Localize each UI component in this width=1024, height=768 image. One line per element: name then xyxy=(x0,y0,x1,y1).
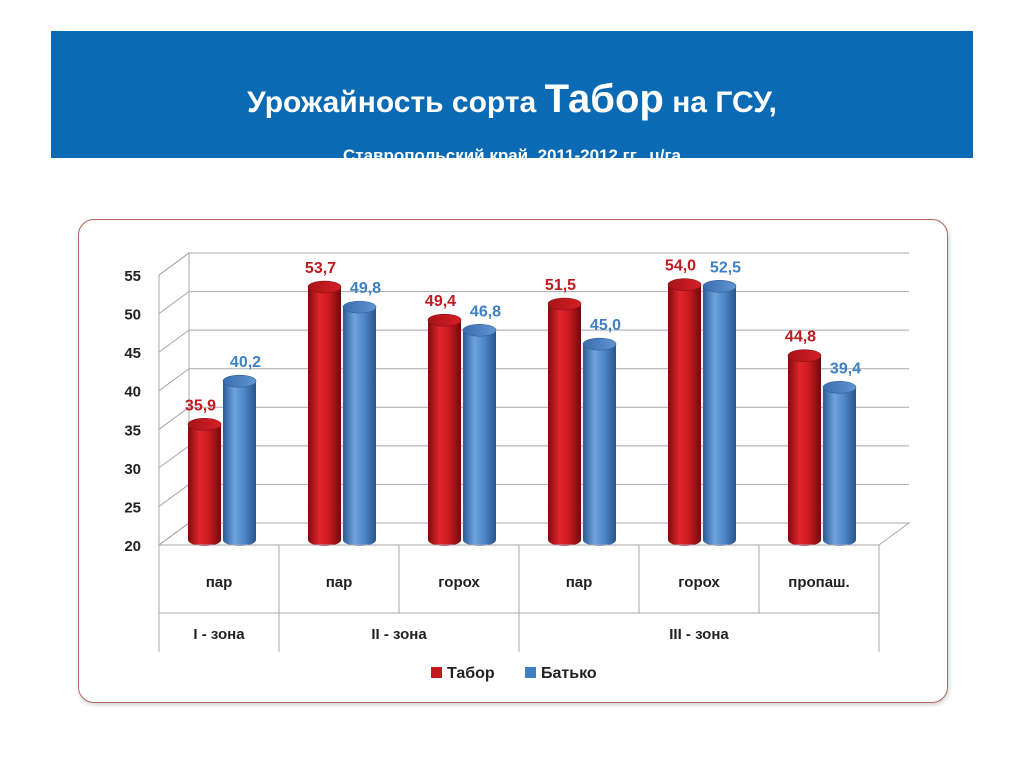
bar-top xyxy=(187,418,222,431)
category-label: пар xyxy=(566,574,593,591)
legend: Табор Батько xyxy=(431,665,597,682)
title-part1: Урожайность сорта xyxy=(247,86,537,119)
category-label: горох xyxy=(678,574,720,591)
bar-batko xyxy=(702,279,737,546)
data-label: 51,5 xyxy=(545,277,576,294)
y-tick-label: 25 xyxy=(124,499,141,516)
title-part2: на ГСУ, xyxy=(672,86,777,119)
bar-body xyxy=(343,307,376,546)
data-label: 52,5 xyxy=(710,259,741,276)
category-label: горох xyxy=(438,574,480,591)
y-tick-label: 40 xyxy=(124,384,141,401)
y-tick-label: 50 xyxy=(124,307,141,324)
data-label: 53,7 xyxy=(305,260,336,277)
category-label: пар xyxy=(326,574,353,591)
bar-body xyxy=(463,330,496,546)
legend-swatch xyxy=(525,667,536,678)
y-tick-label: 30 xyxy=(124,461,141,478)
gridline xyxy=(158,291,909,314)
bar-tabor xyxy=(547,297,582,546)
y-tick-label: 35 xyxy=(124,422,141,439)
bar-body xyxy=(308,287,341,546)
bar-tabor xyxy=(307,280,342,546)
data-label: 54,0 xyxy=(665,258,696,275)
group-label: I - зона xyxy=(193,626,245,643)
y-tick-label: 55 xyxy=(124,268,141,285)
data-label: 39,4 xyxy=(830,360,861,377)
bars xyxy=(187,278,857,546)
data-label: 35,9 xyxy=(185,397,216,414)
bar-body xyxy=(188,424,221,546)
bar-batko xyxy=(462,323,497,546)
bar-batko xyxy=(822,381,857,546)
data-label: 49,8 xyxy=(350,280,381,297)
page-subtitle: Ставропольский край, 2011-2012 гг., ц/га xyxy=(342,146,681,165)
bar-top xyxy=(582,337,617,351)
legend-swatch xyxy=(431,667,442,678)
data-label: 45,0 xyxy=(590,317,621,334)
category-label: пропаш. xyxy=(788,574,849,591)
data-labels: 35,9 40,2 53,7 49,8 49,4 46,8 51,5 45,0 54,0 52,5… xyxy=(185,258,861,415)
y-tick-label: 45 xyxy=(124,345,141,362)
title-variety: Табор xyxy=(544,77,664,121)
chart-frame: 20 25 30 35 40 45 50 55 35,9 40,2 53,7 49,8 49,4 46,… xyxy=(78,219,948,703)
bar-batko xyxy=(222,374,257,546)
bar-body xyxy=(823,387,856,546)
bar-body xyxy=(223,381,256,546)
data-label: 44,8 xyxy=(785,329,816,346)
y-tick-label: 20 xyxy=(124,538,141,555)
bar-body xyxy=(583,344,616,546)
bar-body xyxy=(428,320,461,546)
bar-tabor xyxy=(427,313,462,546)
bar-top xyxy=(787,349,822,362)
category-table: пар пар горох пар горох пропаш. I - зона II - з… xyxy=(158,544,880,652)
page-title: Урожайность сорта Табор на ГСУ, xyxy=(51,79,973,123)
data-label: 40,2 xyxy=(230,354,261,371)
bar-top xyxy=(427,313,462,327)
bar-top xyxy=(822,381,857,394)
legend-label: Батько xyxy=(541,665,597,682)
data-label: 46,8 xyxy=(470,303,501,320)
bar-top xyxy=(702,279,737,293)
bar-body xyxy=(703,286,736,546)
group-label: III - зона xyxy=(669,626,729,643)
bar-tabor xyxy=(187,418,222,546)
bar-chart: 20 25 30 35 40 45 50 55 35,9 40,2 53,7 49,8 49,4 46,… xyxy=(124,252,911,682)
bar-body xyxy=(668,284,701,546)
bar-tabor xyxy=(787,349,822,546)
bar-top xyxy=(342,300,377,314)
bar-batko xyxy=(342,300,377,546)
bar-top xyxy=(307,280,342,294)
group-label: II - зона xyxy=(371,626,427,643)
bar-top xyxy=(547,297,582,311)
category-label: пар xyxy=(206,574,233,591)
bar-batko xyxy=(582,337,617,546)
bar-body xyxy=(788,355,821,546)
bar-top xyxy=(667,278,702,292)
gridline xyxy=(158,252,909,276)
bar-top xyxy=(222,374,257,388)
data-label: 49,4 xyxy=(425,293,456,310)
legend-label: Табор xyxy=(447,665,495,682)
bar-body xyxy=(548,304,581,546)
bar-top xyxy=(462,323,497,337)
y-axis-ticks: 20 25 30 35 40 45 50 55 xyxy=(124,268,141,555)
title-banner: Урожайность сорта Табор на ГСУ, Ставропо… xyxy=(51,31,973,165)
bar-tabor xyxy=(667,278,702,546)
